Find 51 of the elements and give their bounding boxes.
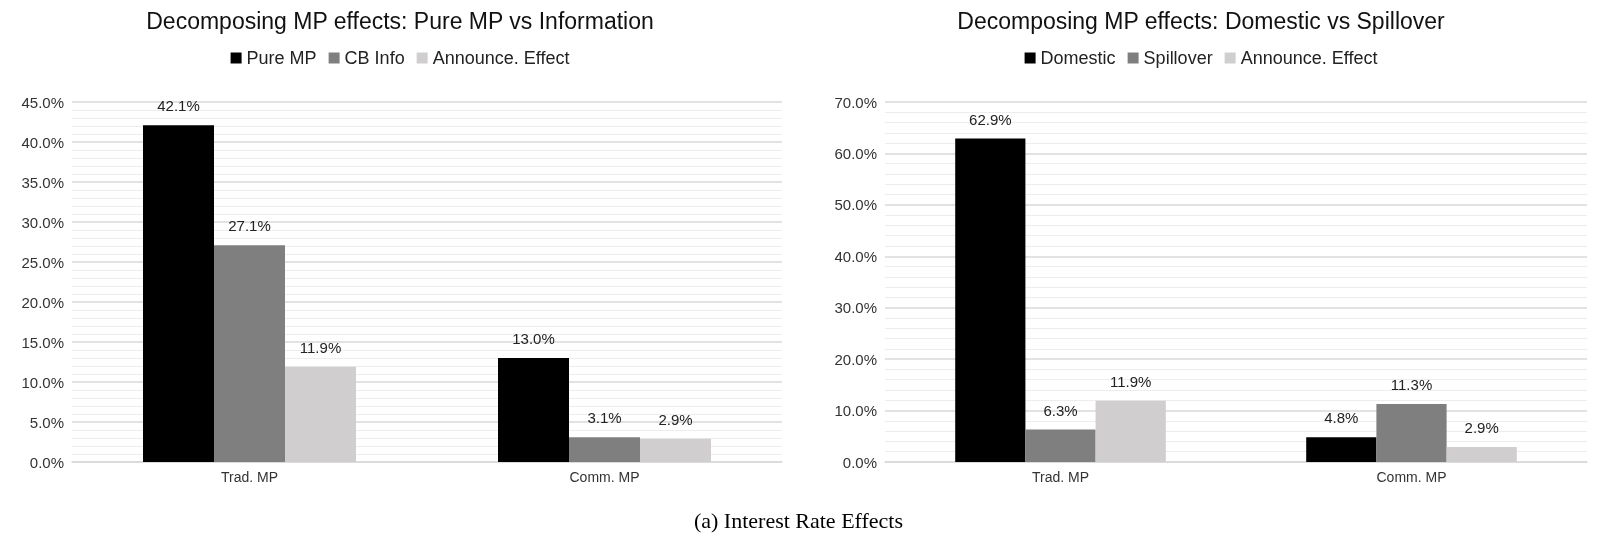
bar <box>1376 403 1447 462</box>
y-tick-label: 60.0% <box>834 144 877 162</box>
bar <box>955 138 1026 462</box>
data-label: 11.9% <box>299 338 342 356</box>
y-tick-label: 20.0% <box>834 350 877 368</box>
y-tick-label: 70.0% <box>834 93 877 111</box>
y-tick-label: 0.0% <box>29 453 64 471</box>
y-tick-label: 10.0% <box>834 402 877 420</box>
y-tick-label: 15.0% <box>21 333 64 351</box>
data-label: 11.9% <box>1109 372 1152 390</box>
y-tick-label: 0.0% <box>842 453 877 471</box>
y-tick-label: 45.0% <box>21 93 64 111</box>
bar <box>143 125 214 462</box>
y-tick-label: 35.0% <box>21 173 64 191</box>
x-tick-label: Trad. MP <box>220 469 279 485</box>
chart-title: Decomposing MP effects: Domestic vs Spillover <box>957 7 1446 34</box>
bar <box>1025 429 1096 462</box>
x-tick-label: Comm. MP <box>569 469 640 485</box>
y-tick-label: 5.0% <box>29 413 64 431</box>
chart-title: Decomposing MP effects: Pure MP vs Information <box>146 7 654 34</box>
data-label: 4.8% <box>1324 409 1359 427</box>
x-tick-label: Comm. MP <box>1376 469 1447 485</box>
text: (a) Interest Rate Effects <box>692 508 905 534</box>
data-label: 2.9% <box>658 410 693 428</box>
y-tick-label: 50.0% <box>834 196 877 214</box>
x-tick-label: Trad. MP <box>1031 469 1090 485</box>
y-tick-label: 30.0% <box>21 213 64 231</box>
data-label: 42.1% <box>157 97 200 115</box>
bar <box>214 245 285 462</box>
data-label: 3.1% <box>587 409 622 427</box>
data-label: 6.3% <box>1043 401 1078 419</box>
data-label: 11.3% <box>1390 375 1433 393</box>
y-tick-label: 20.0% <box>21 293 64 311</box>
data-label: 13.0% <box>512 330 555 347</box>
y-tick-label: 40.0% <box>834 247 877 265</box>
y-tick-label: 25.0% <box>21 253 64 271</box>
legend-label: Announce. Effect <box>432 48 570 68</box>
y-tick-label: 10.0% <box>21 373 64 391</box>
bar <box>498 358 569 462</box>
legend-label: Announce. Effect <box>1240 48 1378 68</box>
legend-label: Spillover <box>1143 48 1213 68</box>
legend-label: Domestic <box>1040 48 1116 68</box>
data-label: 62.9% <box>969 110 1012 128</box>
bar <box>569 437 640 462</box>
legend-label: CB Info <box>344 48 405 68</box>
y-tick-label: 40.0% <box>21 133 64 151</box>
data-label: 27.1% <box>228 217 271 235</box>
data-label: 2.9% <box>1464 419 1499 437</box>
y-tick-label: 30.0% <box>834 299 877 317</box>
legend-label: Pure MP <box>246 48 317 68</box>
bar <box>1306 437 1377 462</box>
